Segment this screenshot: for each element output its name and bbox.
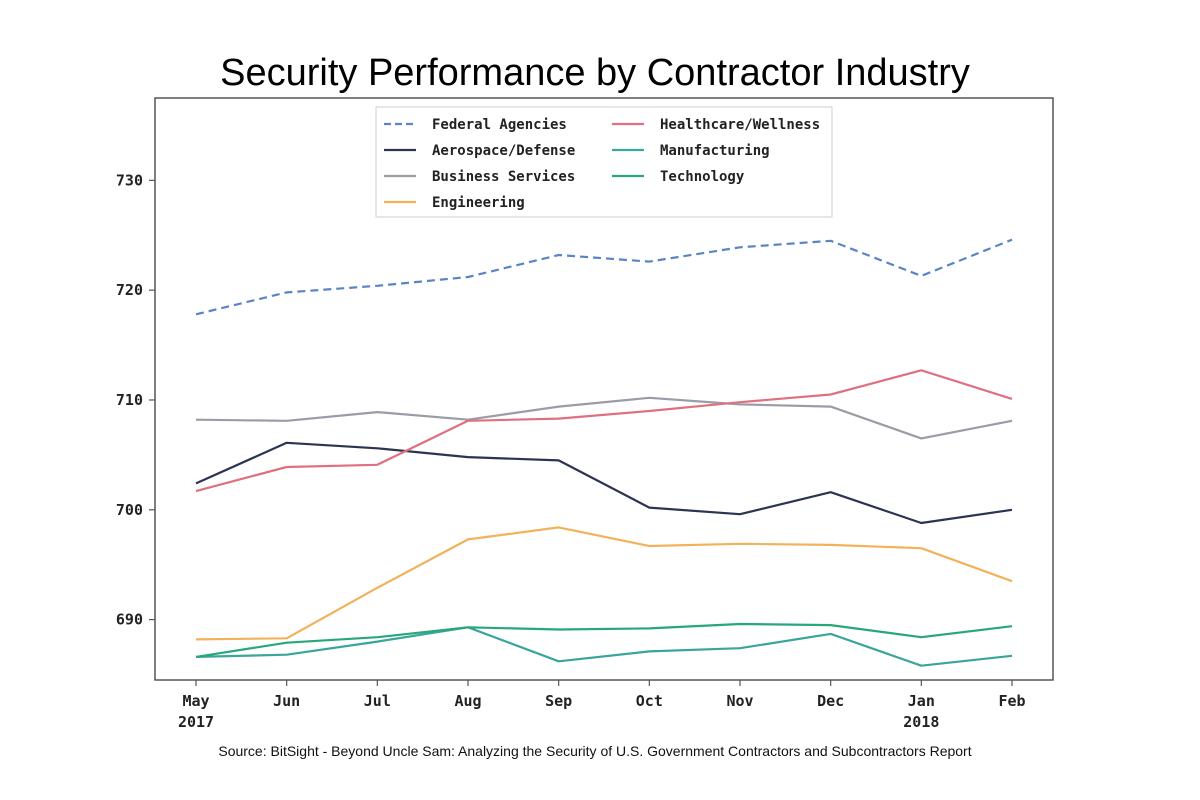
series-line-healthcare-wellness — [195, 369, 1013, 493]
legend-label: Aerospace/Defense — [432, 143, 575, 159]
chart-source: Source: BitSight - Beyond Uncle Sam: Ana… — [218, 743, 972, 759]
x-tick-label: May 2017 — [178, 692, 214, 731]
legend: Federal Agencies Aerospace/Defense Busines… — [375, 106, 833, 218]
y-axis: 690 700 710 720 730 — [116, 171, 155, 629]
legend-label: Technology — [660, 169, 745, 185]
series-line-business-services — [195, 396, 1013, 440]
x-tick-label: Nov — [726, 692, 753, 710]
x-tick-label: Jul — [364, 692, 391, 710]
x-tick-label: Feb — [998, 692, 1025, 710]
y-tick-label: 730 — [116, 171, 143, 189]
legend-label: Manufacturing — [660, 143, 770, 159]
legend-label: Business Services — [432, 169, 575, 185]
x-tick-label: Aug — [454, 692, 481, 710]
y-tick-label: 700 — [116, 501, 143, 519]
y-tick-label: 690 — [116, 611, 143, 629]
plot-frame — [154, 97, 1054, 681]
x-tick-label: Jun — [273, 692, 300, 710]
legend-label: Engineering — [432, 195, 525, 211]
y-tick-label: 710 — [116, 391, 143, 409]
y-tick-label: 720 — [116, 281, 143, 299]
chart-title: Security Performance by Contractor Indus… — [220, 52, 970, 94]
x-tick-label: Sep — [545, 692, 572, 710]
series-line-federal-agencies — [195, 238, 1013, 316]
series-line-technology — [195, 622, 1013, 658]
series-line-aerospace-defense — [195, 441, 1013, 525]
series-line-engineering — [195, 526, 1013, 641]
x-tick-label: Dec — [817, 692, 844, 710]
x-tick-label: Jan 2018 — [903, 692, 939, 731]
series-lines — [195, 238, 1013, 667]
legend-label: Federal Agencies — [432, 117, 567, 133]
legend-box — [375, 106, 833, 218]
x-axis: May 2017 Jun Jul Aug Sep Oct Nov Dec Jan 2018 Feb — [178, 680, 1026, 731]
series-line-manufacturing — [195, 626, 1013, 667]
legend-label: Healthcare/Wellness — [660, 117, 820, 133]
x-tick-label: Oct — [636, 692, 663, 710]
